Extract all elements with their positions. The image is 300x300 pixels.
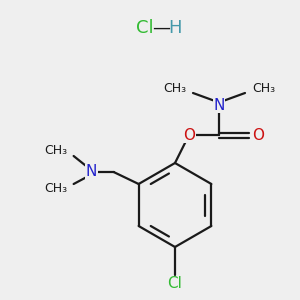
Text: O: O bbox=[183, 128, 195, 142]
Text: N: N bbox=[213, 98, 225, 112]
Text: O: O bbox=[252, 128, 264, 142]
Text: CH₃: CH₃ bbox=[44, 182, 68, 196]
Text: CH₃: CH₃ bbox=[163, 82, 186, 94]
Text: CH₃: CH₃ bbox=[44, 145, 68, 158]
Text: N: N bbox=[86, 164, 97, 179]
Text: Cl: Cl bbox=[136, 19, 154, 37]
Text: CH₃: CH₃ bbox=[252, 82, 275, 94]
Text: Cl: Cl bbox=[168, 277, 182, 292]
Text: H: H bbox=[168, 19, 182, 37]
Text: —: — bbox=[152, 19, 170, 37]
